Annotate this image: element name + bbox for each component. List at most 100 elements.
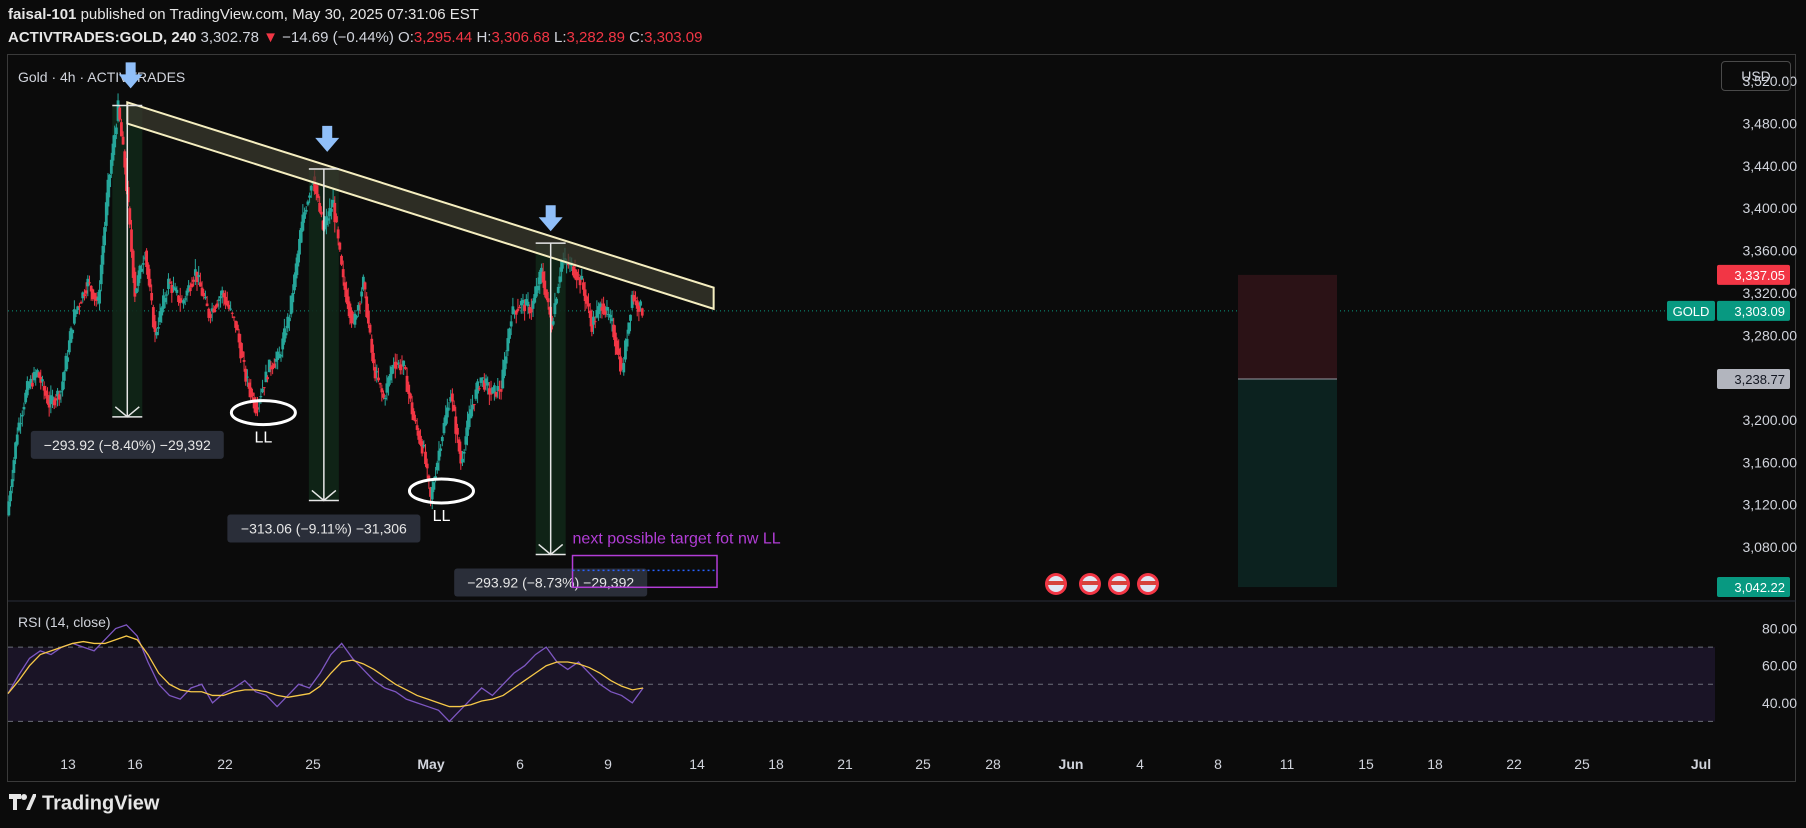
measure-label: −293.92 (−8.73%) −29,392 xyxy=(467,574,634,590)
rsi-line xyxy=(7,624,644,723)
candle-body xyxy=(617,348,621,355)
x-tick-label: 25 xyxy=(1574,756,1590,772)
candle-body xyxy=(612,324,616,338)
candle-body xyxy=(519,300,523,306)
tradingview-brand: TradingView xyxy=(42,792,160,815)
candle-body xyxy=(212,308,216,313)
currency-button[interactable]: USD xyxy=(1721,61,1791,91)
chart-legend: Gold · 4h · ACTIVTRADES xyxy=(18,69,185,85)
candle-body xyxy=(17,422,21,431)
chart-canvas[interactable]: Gold · 4h · ACTIVTRADES 3,520.00 3,480.00 3… xyxy=(0,0,1806,790)
candle-body xyxy=(32,371,36,381)
candle-body xyxy=(288,317,291,322)
candle-body xyxy=(204,296,207,299)
candle-body xyxy=(419,435,422,445)
candle-body xyxy=(34,373,38,378)
x-tick-label: 15 xyxy=(1358,756,1374,772)
candle-body xyxy=(168,282,172,284)
candle-body xyxy=(550,315,553,330)
candle-body xyxy=(635,300,639,309)
candle-body xyxy=(103,227,107,246)
candle-body xyxy=(293,274,296,291)
candle-body xyxy=(412,411,416,421)
candle-body xyxy=(402,360,406,367)
candle-body xyxy=(289,295,293,315)
tradingview-footer: TradingView xyxy=(8,792,159,816)
candle-body xyxy=(487,388,491,395)
candle-body xyxy=(197,275,201,278)
candle-body xyxy=(543,280,547,295)
candle-body xyxy=(511,306,515,315)
author[interactable]: faisal-101 xyxy=(8,6,77,23)
candle-body xyxy=(41,379,44,382)
candle-body xyxy=(608,314,612,318)
candle-body xyxy=(321,220,325,230)
candle-body xyxy=(24,392,28,403)
candle-body xyxy=(400,365,404,367)
candle-body xyxy=(165,294,169,296)
candle-body xyxy=(410,402,414,415)
ll-label: LL xyxy=(254,430,272,447)
candle-body xyxy=(424,451,427,465)
candle-body xyxy=(395,362,399,365)
candle-body xyxy=(242,360,246,362)
candle-body xyxy=(538,271,542,285)
candle-body xyxy=(425,463,429,469)
candle-body xyxy=(224,296,227,305)
candle-body xyxy=(619,356,622,372)
candle-body xyxy=(291,293,295,303)
candle-body xyxy=(69,328,73,343)
rsi-ma-line xyxy=(7,635,644,708)
candle-body xyxy=(408,393,412,399)
candle-body xyxy=(639,301,642,306)
candle-body xyxy=(464,436,468,445)
candle-body xyxy=(615,340,619,355)
down-arrow-icon xyxy=(538,205,563,232)
candle-body xyxy=(12,460,16,473)
candle-body xyxy=(185,290,189,296)
candle-body xyxy=(214,306,217,309)
candle-body xyxy=(476,381,479,394)
candle-body xyxy=(281,338,285,350)
down-arrow-icon xyxy=(118,62,143,89)
candle-body xyxy=(136,275,140,286)
candle-body xyxy=(44,390,48,396)
candle-body xyxy=(585,296,589,304)
measure-label: −293.92 (−8.40%) −29,392 xyxy=(44,437,211,453)
candle-body xyxy=(30,382,34,387)
candle-body xyxy=(303,212,306,219)
candle-body xyxy=(71,329,75,334)
candle-body xyxy=(516,308,520,311)
candle-body xyxy=(264,371,268,383)
x-tick-label: 13 xyxy=(60,756,76,772)
price-label-bg xyxy=(1717,577,1790,598)
candle-body xyxy=(286,316,290,329)
candle-body xyxy=(634,297,637,299)
candle-body xyxy=(528,307,532,314)
candle-body xyxy=(98,289,101,304)
symbol-tag: GOLD xyxy=(1673,304,1710,319)
candle-body xyxy=(111,143,115,161)
y-tick-label: 3,280.00 xyxy=(1743,327,1798,343)
candle-body xyxy=(156,327,160,329)
flag-stripe xyxy=(1111,581,1127,585)
y-tick-label: 3,480.00 xyxy=(1743,116,1798,132)
candle-body xyxy=(595,310,599,318)
candle-body xyxy=(9,490,12,502)
candle-body xyxy=(518,307,521,309)
published-text: published on TradingView.com, May 30, 20… xyxy=(80,6,479,23)
candle-body xyxy=(508,328,511,339)
candle-body xyxy=(555,298,558,304)
candle-body xyxy=(333,202,337,223)
candle-body xyxy=(390,366,394,375)
candle-body xyxy=(629,314,632,321)
open-label: O: xyxy=(398,29,414,46)
candle-body xyxy=(435,462,439,471)
candle-body xyxy=(262,387,266,389)
candle-body xyxy=(246,376,249,378)
x-tick-label: 11 xyxy=(1280,756,1295,772)
last-price: 3,302.78 xyxy=(200,29,259,46)
candle-body xyxy=(600,307,604,311)
candle-body xyxy=(499,389,503,392)
candle-body xyxy=(393,361,397,369)
